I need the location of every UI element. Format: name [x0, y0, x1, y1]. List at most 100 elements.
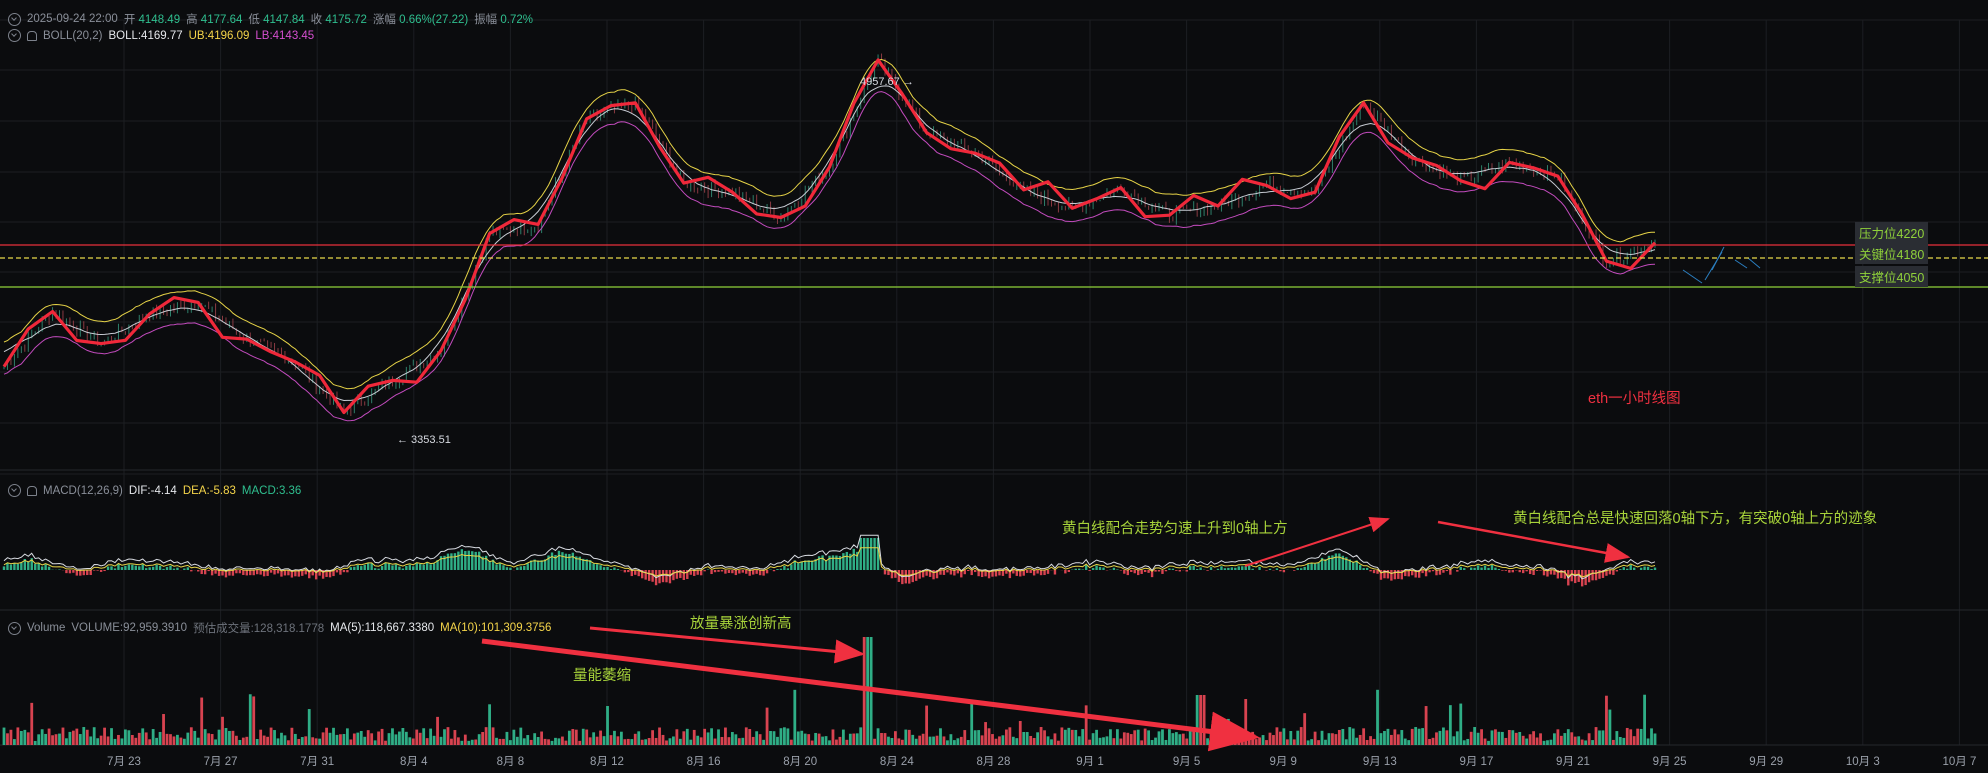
macd-bar	[679, 570, 682, 579]
macd-bar	[1112, 567, 1116, 570]
macd-bar	[1195, 568, 1199, 570]
volume-bar	[1199, 695, 1203, 745]
collapse-icon[interactable]	[8, 621, 21, 635]
volume-bar	[293, 733, 297, 745]
volume-bar	[1265, 740, 1268, 745]
macd-bar	[765, 570, 769, 574]
macd-bar	[1646, 566, 1650, 570]
macd-bar	[1348, 559, 1351, 570]
collapse-icon[interactable]	[8, 12, 21, 26]
projection-stroke	[1711, 246, 1725, 271]
macd-bar	[564, 553, 568, 570]
volume-bar	[699, 737, 703, 745]
grid-lines	[0, 19, 1988, 746]
macd-bar	[1064, 570, 1067, 574]
volume-bar	[1466, 738, 1470, 745]
volume-bar	[259, 729, 263, 745]
macd-bar	[973, 570, 977, 573]
volume-bar	[65, 738, 68, 745]
macd-bar	[873, 538, 876, 570]
volume-bar	[130, 735, 134, 745]
macd-bar	[1504, 570, 1508, 571]
macd-bar	[217, 570, 221, 576]
macd-bar	[252, 570, 255, 576]
macd-bar	[474, 551, 477, 570]
bell-icon[interactable]	[27, 30, 37, 41]
macd-bar	[1185, 570, 1188, 572]
volume-bar	[932, 736, 935, 745]
volume-bar	[453, 730, 457, 745]
volume-bar	[9, 729, 13, 745]
macd-bar	[405, 566, 408, 570]
bell-icon[interactable]	[27, 485, 37, 496]
volume-bar	[1140, 740, 1144, 745]
collapse-icon[interactable]	[8, 484, 21, 497]
volume-bar	[991, 734, 994, 745]
macd-bar	[807, 560, 810, 570]
boll-lb: LB:4143.45	[255, 29, 315, 42]
macd-bar	[1577, 570, 1580, 582]
macd-bar	[203, 570, 207, 575]
x-tick-label: 8月 20	[783, 756, 817, 768]
volume-ma10: MA(10):101,309.3756	[440, 622, 552, 634]
macd-bar	[1428, 570, 1431, 573]
macd-bar	[1168, 568, 1171, 570]
volume-bar	[1001, 735, 1005, 745]
volume-bar	[1598, 730, 1601, 745]
macd-bar	[1178, 570, 1182, 572]
volume-bar	[550, 740, 554, 745]
macd-bar	[790, 564, 793, 570]
macd-bar	[651, 570, 654, 582]
macd-bar	[415, 562, 418, 570]
volume-bar	[1424, 706, 1428, 745]
macd-bar	[1639, 567, 1643, 570]
macd-bar	[1296, 568, 1299, 570]
volume-bar	[748, 729, 752, 745]
volume-bar	[533, 733, 537, 745]
volume-bar	[373, 740, 377, 745]
macd-bar	[1306, 564, 1310, 570]
volume-bar	[588, 737, 592, 745]
macd-bar	[1358, 565, 1362, 570]
volume-bar	[1261, 735, 1265, 745]
macd-bar	[810, 560, 814, 570]
macd-bar	[373, 568, 377, 570]
volume-bar	[498, 738, 502, 745]
macd-bar	[1230, 567, 1234, 570]
volume-bar	[543, 738, 547, 745]
volume-bar	[602, 736, 606, 745]
volume-bar	[970, 701, 974, 745]
macd-bar	[991, 570, 994, 577]
macd-bar	[1310, 563, 1313, 570]
macd-bar	[1237, 566, 1240, 570]
volume-bar	[505, 731, 509, 745]
volume-bar	[349, 739, 353, 745]
volume-bar	[1143, 728, 1147, 745]
collapse-icon[interactable]	[8, 29, 21, 42]
macd-bar	[1404, 570, 1407, 577]
volume-bar	[1032, 738, 1036, 745]
macd-bar	[630, 570, 633, 577]
macd-bar	[242, 570, 245, 575]
volume-bar	[1202, 695, 1206, 745]
price-lines	[2, 53, 1761, 422]
macd-bar	[339, 570, 342, 575]
macd-bar	[779, 568, 783, 570]
macd-bar	[1643, 566, 1646, 570]
macd-bar	[460, 549, 464, 570]
macd-bar	[37, 563, 40, 570]
macd-bar	[897, 570, 901, 582]
volume-bar	[821, 736, 824, 745]
volume-bar	[1386, 728, 1390, 745]
x-tick-label: 8月 24	[880, 756, 914, 768]
macd-bar	[1598, 570, 1601, 579]
macd-bar	[942, 570, 946, 575]
volume-bar	[706, 732, 710, 745]
volume-bar	[370, 733, 374, 745]
macd-bar	[1473, 567, 1476, 570]
volume-bar	[502, 738, 505, 745]
macd-bar	[1345, 557, 1348, 570]
macd-bar	[75, 570, 79, 576]
macd-bar	[918, 570, 921, 579]
